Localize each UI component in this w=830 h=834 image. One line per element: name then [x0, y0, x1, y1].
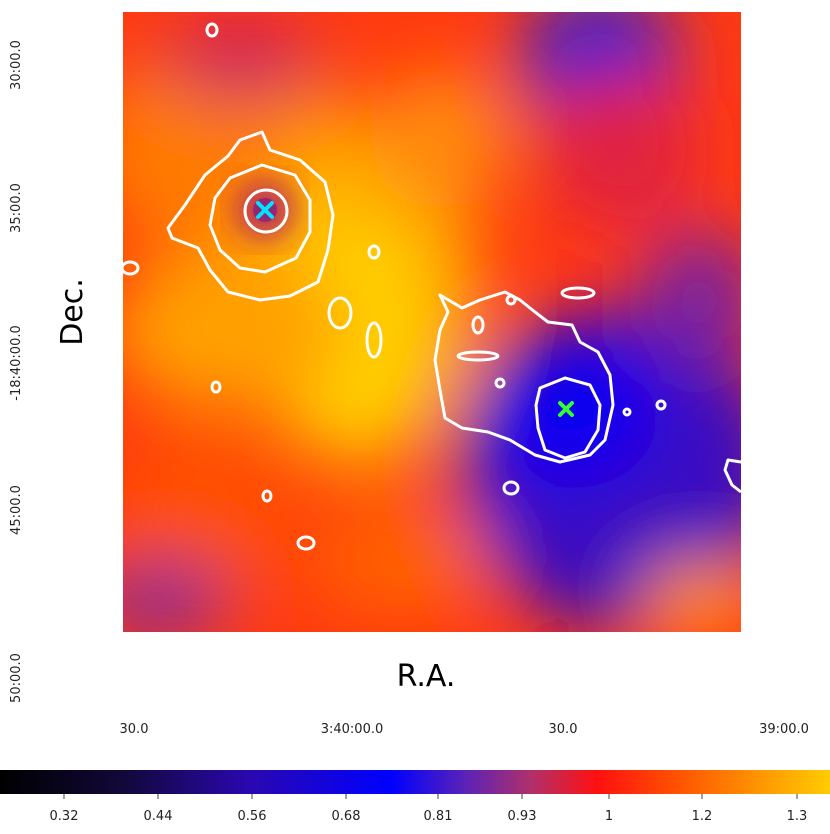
- marker-cyan: [256, 201, 274, 219]
- contour-blob-1: [327, 296, 353, 330]
- colorbar: [0, 770, 830, 794]
- contour-blob-10: [560, 286, 596, 300]
- contour-inner-west: [243, 188, 289, 234]
- colorbar-tick-label: 0.32: [50, 809, 79, 824]
- contour-blob-15: [622, 407, 632, 417]
- contour-blob-9: [502, 480, 520, 496]
- y-tick-label: 30:00.0: [9, 40, 24, 90]
- contour-blob-3: [367, 244, 381, 260]
- colorbar-ticks: [63, 794, 798, 799]
- contour-blob-4: [120, 260, 140, 276]
- contour-outer-east: [433, 290, 615, 464]
- y-tick-label: 50:00.0: [9, 653, 24, 703]
- x-axis-label: R.A.: [397, 659, 456, 694]
- x-tick-label: 30.0: [549, 722, 578, 737]
- colorbar-tick-label: 0.44: [144, 809, 173, 824]
- colorbar-tick-label: 1.2: [692, 809, 713, 824]
- colorbar-tick-label: 1.3: [787, 809, 808, 824]
- contour-blob-edge: [723, 458, 742, 494]
- contour-blob-8: [296, 535, 316, 551]
- contour-blob-11: [456, 350, 500, 362]
- contour-blob-5: [205, 22, 219, 38]
- colorbar-tick-label: 0.93: [508, 809, 537, 824]
- contour-blob-6: [210, 380, 222, 394]
- colorbar-tick-label: 0.56: [238, 809, 267, 824]
- contours: [120, 22, 742, 551]
- contour-blob-13: [494, 377, 506, 389]
- contour-outer-west: [166, 130, 335, 302]
- contour-blob-7: [261, 489, 273, 503]
- y-tick-label: 35:00.0: [9, 183, 24, 233]
- contour-blob-14: [655, 399, 667, 411]
- y-tick-label: 45:00.0: [9, 485, 24, 535]
- y-tick-label: -18:40:00.0: [9, 325, 24, 400]
- heatmap-image: [123, 12, 741, 632]
- x-tick-label: 30.0: [120, 722, 149, 737]
- marker-green: [558, 401, 574, 417]
- y-axis-label: Dec.: [55, 278, 90, 346]
- contour-blob-12: [471, 315, 485, 335]
- colorbar-tick-label: 0.81: [424, 809, 453, 824]
- contour-blob-16: [505, 294, 517, 306]
- contour-inner-east: [534, 376, 602, 460]
- colorbar-tick-label: 1: [605, 809, 613, 824]
- contour-blob-2: [365, 321, 383, 359]
- x-tick-label: 39:00.0: [759, 722, 809, 737]
- contour-mid-west: [208, 163, 312, 274]
- colorbar-tick-label: 0.68: [332, 809, 361, 824]
- x-tick-label: 3:40:00.0: [321, 722, 384, 737]
